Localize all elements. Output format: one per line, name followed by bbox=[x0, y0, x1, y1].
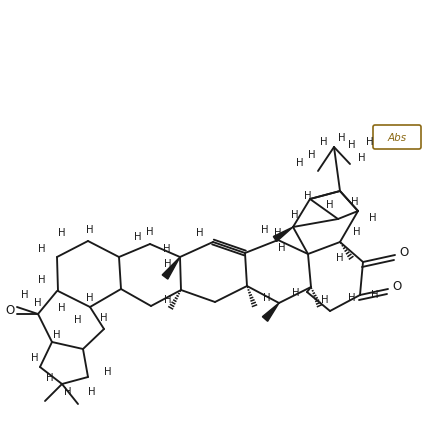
Text: H: H bbox=[164, 294, 172, 304]
Text: H: H bbox=[86, 292, 94, 302]
Text: H: H bbox=[308, 150, 316, 159]
Text: H: H bbox=[278, 243, 286, 252]
Text: H: H bbox=[304, 191, 312, 201]
Text: H: H bbox=[58, 227, 66, 237]
Text: H: H bbox=[64, 386, 72, 396]
Text: H: H bbox=[196, 227, 204, 237]
Text: H: H bbox=[348, 292, 356, 302]
Text: O: O bbox=[5, 304, 14, 317]
Text: H: H bbox=[34, 297, 42, 307]
FancyBboxPatch shape bbox=[373, 126, 421, 150]
Text: H: H bbox=[366, 137, 374, 147]
Text: H: H bbox=[369, 212, 377, 223]
Text: H: H bbox=[46, 372, 54, 382]
Text: H: H bbox=[326, 200, 334, 209]
Text: H: H bbox=[88, 386, 96, 396]
Text: Abs: Abs bbox=[388, 133, 406, 143]
Text: H: H bbox=[274, 227, 282, 237]
Text: H: H bbox=[31, 352, 39, 362]
Text: H: H bbox=[336, 252, 344, 262]
Text: H: H bbox=[74, 314, 82, 324]
Polygon shape bbox=[262, 303, 279, 321]
Text: H: H bbox=[261, 225, 269, 234]
Polygon shape bbox=[162, 258, 180, 279]
Text: H: H bbox=[146, 226, 154, 237]
Text: H: H bbox=[371, 290, 379, 299]
Text: H: H bbox=[353, 226, 361, 237]
Text: H: H bbox=[292, 287, 300, 297]
Text: H: H bbox=[358, 153, 366, 162]
Text: H: H bbox=[296, 158, 304, 168]
Text: H: H bbox=[100, 312, 108, 322]
Text: H: H bbox=[164, 258, 172, 268]
Text: O: O bbox=[392, 280, 402, 293]
Text: H: H bbox=[104, 366, 112, 376]
Text: H: H bbox=[263, 292, 271, 302]
Text: H: H bbox=[53, 329, 61, 339]
Text: H: H bbox=[351, 197, 359, 207]
Text: H: H bbox=[21, 290, 29, 299]
Text: H: H bbox=[38, 244, 46, 254]
Text: O: O bbox=[399, 246, 409, 259]
Text: H: H bbox=[338, 133, 346, 143]
Text: H: H bbox=[348, 140, 356, 150]
Text: H: H bbox=[38, 274, 46, 284]
Text: H: H bbox=[291, 209, 299, 219]
Polygon shape bbox=[273, 227, 293, 242]
Text: H: H bbox=[134, 231, 142, 241]
Text: H: H bbox=[320, 137, 328, 147]
Text: H: H bbox=[321, 294, 329, 304]
Text: H: H bbox=[163, 244, 171, 254]
Text: H: H bbox=[58, 302, 66, 312]
Text: H: H bbox=[86, 225, 94, 234]
